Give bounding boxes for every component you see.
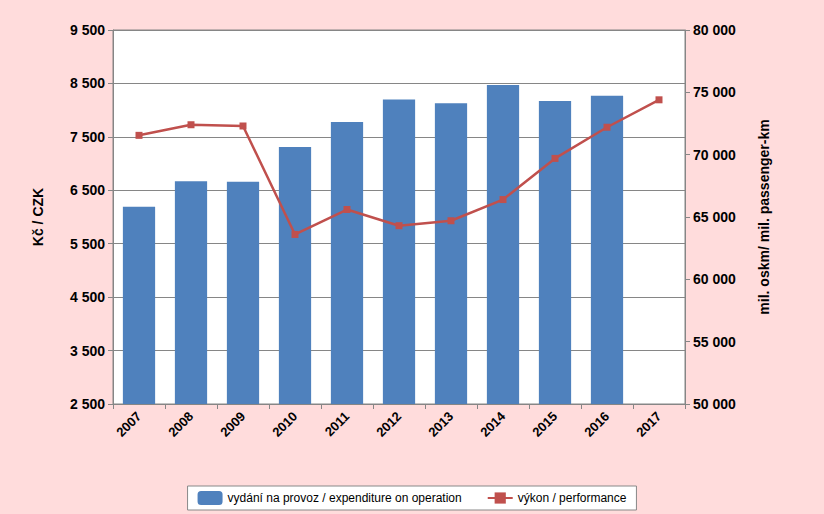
svg-text:2011: 2011 — [322, 409, 353, 440]
svg-text:55 000: 55 000 — [693, 334, 736, 350]
svg-text:2009: 2009 — [217, 409, 248, 440]
svg-text:vydání na provoz / expenditure: vydání na provoz / expenditure on operat… — [228, 491, 462, 505]
svg-text:2007: 2007 — [113, 409, 144, 440]
svg-text:5 500: 5 500 — [70, 236, 105, 252]
svg-text:2017: 2017 — [633, 409, 664, 440]
svg-text:2016: 2016 — [581, 409, 612, 440]
svg-text:4 500: 4 500 — [70, 289, 105, 305]
svg-text:mil. oskm/ mil. passenger-km: mil. oskm/ mil. passenger-km — [756, 119, 772, 314]
svg-text:80 000: 80 000 — [693, 22, 736, 38]
svg-text:9 500: 9 500 — [70, 22, 105, 38]
svg-text:2012: 2012 — [373, 409, 404, 440]
svg-text:50 000: 50 000 — [693, 396, 736, 412]
svg-text:2014: 2014 — [477, 408, 509, 440]
svg-text:2013: 2013 — [425, 409, 456, 440]
svg-text:7 500: 7 500 — [70, 129, 105, 145]
svg-text:2015: 2015 — [529, 409, 560, 440]
svg-text:75 000: 75 000 — [693, 84, 736, 100]
svg-text:výkon / performance: výkon / performance — [518, 491, 627, 505]
svg-text:3 500: 3 500 — [70, 343, 105, 359]
svg-text:6 500: 6 500 — [70, 182, 105, 198]
svg-text:Kč / CZK: Kč / CZK — [30, 188, 46, 246]
svg-text:2010: 2010 — [269, 409, 300, 440]
svg-text:2008: 2008 — [165, 409, 196, 440]
svg-text:65 000: 65 000 — [693, 209, 736, 225]
svg-text:70 000: 70 000 — [693, 147, 736, 163]
svg-text:8 500: 8 500 — [70, 75, 105, 91]
svg-text:60 000: 60 000 — [693, 271, 736, 287]
svg-text:2 500: 2 500 — [70, 396, 105, 412]
